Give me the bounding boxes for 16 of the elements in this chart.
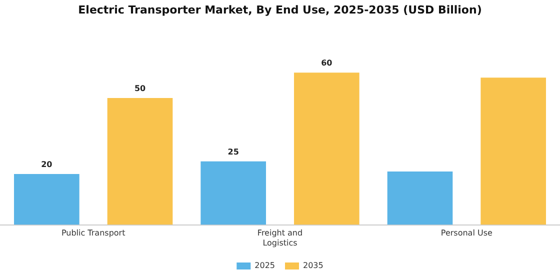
data-label: 20 [41, 160, 53, 170]
chart-title: Electric Transporter Market, By End Use, 2025-2035 (USD Billion) [78, 3, 482, 16]
legend-label: 2035 [303, 261, 324, 270]
bar [14, 174, 80, 225]
bar [107, 98, 173, 225]
bar [387, 172, 453, 225]
x-tick-label: Freight and Logistics [257, 228, 303, 248]
bar [200, 161, 266, 225]
data-label: 50 [134, 84, 146, 94]
legend-label: 2025 [254, 261, 275, 270]
x-tick-label: Public Transport [61, 228, 126, 238]
data-label: 25 [228, 147, 240, 156]
data-label: 60 [321, 58, 333, 68]
x-tick-label: Personal Use [440, 228, 492, 238]
bar [294, 72, 360, 225]
bar [480, 78, 546, 225]
